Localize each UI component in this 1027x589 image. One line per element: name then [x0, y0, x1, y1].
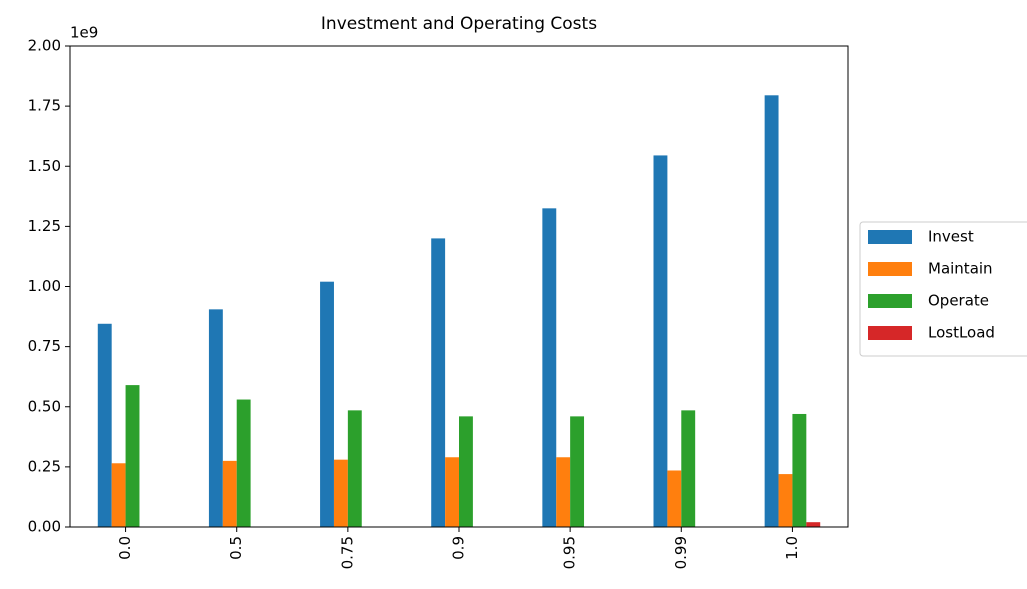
- y-tick-label: 2.00: [28, 37, 61, 55]
- bar: [208, 309, 223, 527]
- bar: [570, 416, 585, 527]
- y-tick-label: 0.00: [28, 518, 61, 536]
- x-tick-label: 0.0: [116, 536, 134, 560]
- bar: [97, 323, 112, 527]
- bar: [778, 474, 793, 527]
- chart-title: Investment and Operating Costs: [321, 14, 597, 34]
- bar: [125, 385, 140, 527]
- legend-label: LostLoad: [928, 324, 995, 342]
- plot-frame: [69, 45, 849, 528]
- y-tick-label: 1.50: [28, 157, 61, 175]
- offset-label: 1e9: [70, 24, 98, 42]
- legend-swatch: [868, 262, 912, 276]
- bar: [653, 155, 668, 528]
- legend-swatch: [868, 230, 912, 244]
- bar: [542, 208, 557, 527]
- bar: [222, 460, 237, 527]
- bar: [681, 410, 696, 527]
- bar: [431, 238, 446, 527]
- bar: [792, 413, 807, 527]
- bar: [459, 416, 473, 527]
- y-tick-label: 0.75: [28, 337, 61, 355]
- bar: [556, 457, 571, 527]
- legend-swatch: [868, 326, 912, 340]
- legend-swatch: [868, 294, 912, 308]
- legend-label: Invest: [928, 228, 974, 246]
- bar: [236, 399, 251, 527]
- x-tick-label: 0.9: [450, 536, 468, 560]
- bar: [806, 522, 821, 527]
- legend-label: Operate: [928, 292, 989, 310]
- y-tick-label: 1.00: [28, 277, 61, 295]
- x-tick-label: 0.75: [338, 536, 356, 569]
- bar: [667, 470, 682, 527]
- y-tick-label: 0.25: [28, 457, 61, 475]
- bar: [445, 457, 459, 527]
- x-tick-label: 0.99: [672, 536, 690, 569]
- y-tick-label: 0.50: [28, 397, 61, 415]
- y-tick-label: 1.25: [28, 217, 61, 235]
- x-tick-label: 0.95: [561, 536, 579, 569]
- legend-label: Maintain: [928, 260, 993, 278]
- legend-box: [859, 221, 1027, 357]
- x-tick-label: 1.0: [783, 536, 801, 560]
- y-tick-label: 1.75: [28, 97, 61, 115]
- bar: [333, 459, 348, 527]
- bar: [764, 95, 779, 528]
- bar: [111, 463, 126, 527]
- x-tick-label: 0.5: [227, 536, 245, 560]
- bar: [320, 281, 334, 527]
- bar: [347, 410, 362, 527]
